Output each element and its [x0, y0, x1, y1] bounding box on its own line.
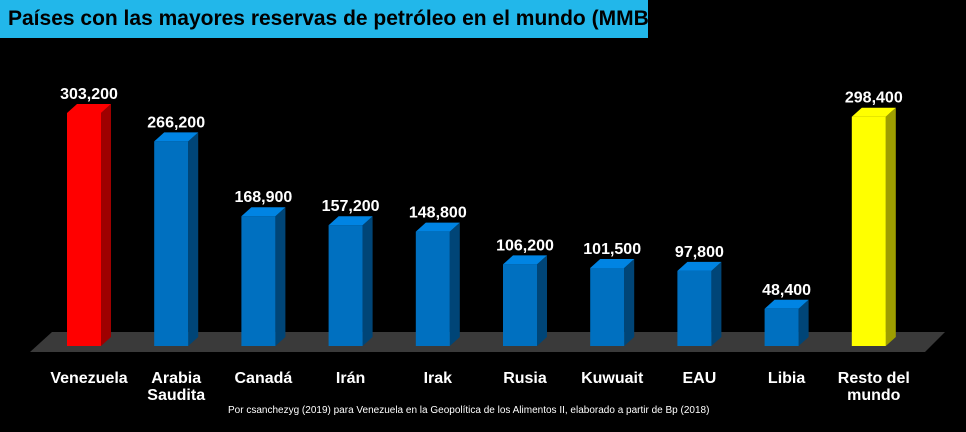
bar-side: [101, 104, 111, 346]
bar-top: [154, 132, 199, 142]
title-banner: Países con las mayores reservas de petró…: [0, 0, 656, 38]
bar-front: [764, 308, 799, 346]
bar-side: [624, 259, 635, 346]
category-label: Resto del: [838, 370, 910, 387]
bar-side: [885, 107, 896, 346]
bar-libia: [764, 299, 809, 346]
bar-kuwuait: [590, 259, 635, 346]
category-label: Irak: [424, 370, 453, 387]
value-label: 303,200: [60, 86, 118, 103]
category-label: Kuwuait: [581, 370, 644, 387]
bar-front: [328, 225, 363, 346]
bar-front: [590, 268, 625, 346]
bar-resto-del-mundo: [851, 107, 896, 346]
bar-side: [711, 261, 722, 346]
value-label: 101,500: [583, 241, 641, 258]
bar-venezuela: [67, 104, 111, 346]
category-label: Irán: [336, 370, 365, 387]
value-label: 148,800: [409, 205, 467, 222]
category-label: Saudita: [147, 387, 205, 404]
bar-front: [415, 231, 450, 346]
bar-eau: [677, 261, 722, 346]
value-label: 298,400: [845, 90, 903, 107]
bar-side: [537, 255, 547, 346]
bar-front: [241, 216, 276, 346]
bar-irak: [415, 222, 460, 346]
value-label: 97,800: [675, 244, 724, 261]
bar-front: [67, 113, 101, 346]
bar-top: [590, 259, 635, 269]
bar-side: [188, 132, 199, 346]
bar-top: [67, 104, 111, 113]
bar-arabia-saudita: [154, 132, 199, 346]
bar-rusia: [503, 255, 547, 346]
chart-title: Países con las mayores reservas de petró…: [8, 7, 656, 30]
value-label: 168,900: [234, 189, 292, 206]
category-label: Arabia: [151, 370, 201, 387]
bar-side: [449, 222, 460, 346]
bar-top: [503, 255, 547, 265]
bar-side: [275, 207, 286, 346]
category-label: Canadá: [235, 370, 293, 387]
bar-front: [851, 116, 886, 346]
bar-canada: [241, 207, 286, 346]
category-label: Libia: [768, 370, 805, 387]
bar-top: [241, 207, 286, 217]
value-label: 106,200: [496, 237, 554, 254]
source-note: Por csanchezyg (2019) para Venezuela en …: [228, 405, 710, 416]
category-label: mundo: [847, 387, 901, 404]
bar-front: [503, 264, 537, 346]
category-label: EAU: [683, 370, 717, 387]
category-label: Rusia: [503, 370, 547, 387]
bar-iran: [328, 216, 373, 346]
bar-front: [677, 270, 712, 346]
bar-top: [677, 261, 722, 271]
bar-side: [798, 299, 809, 346]
bar-top: [415, 222, 460, 232]
value-label: 266,200: [147, 114, 205, 131]
bar-top: [764, 299, 809, 309]
value-label: 48,400: [762, 282, 811, 299]
bar-top: [328, 216, 373, 226]
value-label: 157,200: [322, 198, 380, 215]
bar-side: [362, 216, 373, 346]
category-label: Venezuela: [50, 370, 127, 387]
bar-front: [154, 141, 189, 346]
bars-layer: [67, 104, 896, 346]
bar-top: [851, 107, 896, 117]
